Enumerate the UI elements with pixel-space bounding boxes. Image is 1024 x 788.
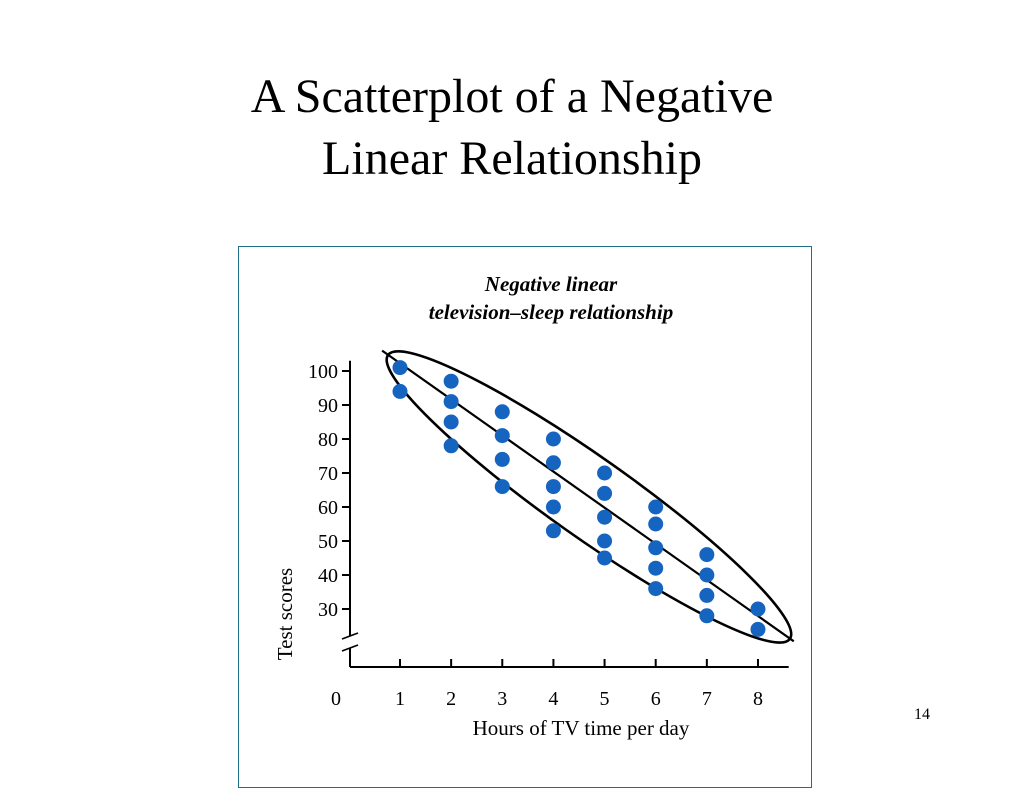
chart-title-line-1: Negative linear <box>484 272 618 296</box>
y-axis-label: Test scores <box>273 568 297 660</box>
y-axis-break-mark <box>341 644 359 652</box>
y-tick-label: 50 <box>318 531 338 553</box>
data-point <box>699 547 715 563</box>
data-point <box>494 451 510 467</box>
slide-title-line-2: Linear Relationship <box>322 132 702 185</box>
x-tick-label: 1 <box>395 688 405 710</box>
data-point <box>392 383 408 399</box>
scatterplot-chart: Negative linear television–sleep relatio… <box>273 272 795 740</box>
chart-figure: Negative linear television–sleep relatio… <box>238 246 812 788</box>
data-point <box>545 479 561 495</box>
data-point <box>597 465 613 481</box>
x-tick-label: 5 <box>600 688 610 710</box>
data-point <box>750 601 766 617</box>
data-point <box>648 499 664 515</box>
y-tick-label: 80 <box>318 429 338 451</box>
data-point <box>648 540 664 556</box>
y-tick-label: 90 <box>318 395 338 417</box>
x-tick-label: 0 <box>331 688 341 710</box>
y-tick-label: 70 <box>318 463 338 485</box>
data-point <box>494 404 510 420</box>
data-point <box>545 523 561 539</box>
y-axis-break-mark <box>341 632 359 640</box>
data-point <box>545 455 561 471</box>
data-point <box>494 479 510 495</box>
y-tick-label: 100 <box>308 361 338 383</box>
data-point <box>597 485 613 501</box>
x-tick-label: 8 <box>753 688 763 710</box>
data-point <box>597 550 613 566</box>
data-point <box>648 560 664 576</box>
data-point <box>699 608 715 624</box>
data-point <box>597 533 613 549</box>
y-tick-label: 40 <box>318 565 338 587</box>
x-tick-label: 2 <box>446 688 456 710</box>
chart-title-line-2: television–sleep relationship <box>429 300 673 324</box>
data-point <box>545 431 561 447</box>
axes: 100 90 80 70 60 50 40 30 0 1 2 3 4 5 6 7 8 <box>308 360 789 710</box>
data-point <box>699 567 715 583</box>
data-point <box>699 587 715 603</box>
slide-title: A Scatterplot of a Negative Linear Relat… <box>0 66 1024 190</box>
x-axis-label: Hours of TV time per day <box>473 716 690 740</box>
data-point <box>443 394 459 410</box>
x-tick-label: 4 <box>548 688 558 710</box>
x-tick-label: 3 <box>497 688 507 710</box>
x-tick-label: 6 <box>651 688 661 710</box>
trend-line <box>381 349 795 643</box>
slide-title-line-1: A Scatterplot of a Negative <box>250 70 774 123</box>
y-tick-label: 60 <box>318 497 338 519</box>
data-point <box>545 499 561 515</box>
annotations <box>381 349 795 644</box>
data-point <box>494 428 510 444</box>
y-tick-label: 30 <box>318 599 338 621</box>
x-tick-label: 7 <box>702 688 712 710</box>
data-point <box>392 360 408 376</box>
data-points <box>392 360 766 637</box>
slide-number: 14 <box>914 706 930 723</box>
data-point <box>443 438 459 454</box>
data-point <box>443 373 459 389</box>
data-point <box>750 621 766 637</box>
data-point <box>648 516 664 532</box>
data-point <box>648 581 664 597</box>
data-point <box>597 509 613 525</box>
data-point <box>443 414 459 430</box>
